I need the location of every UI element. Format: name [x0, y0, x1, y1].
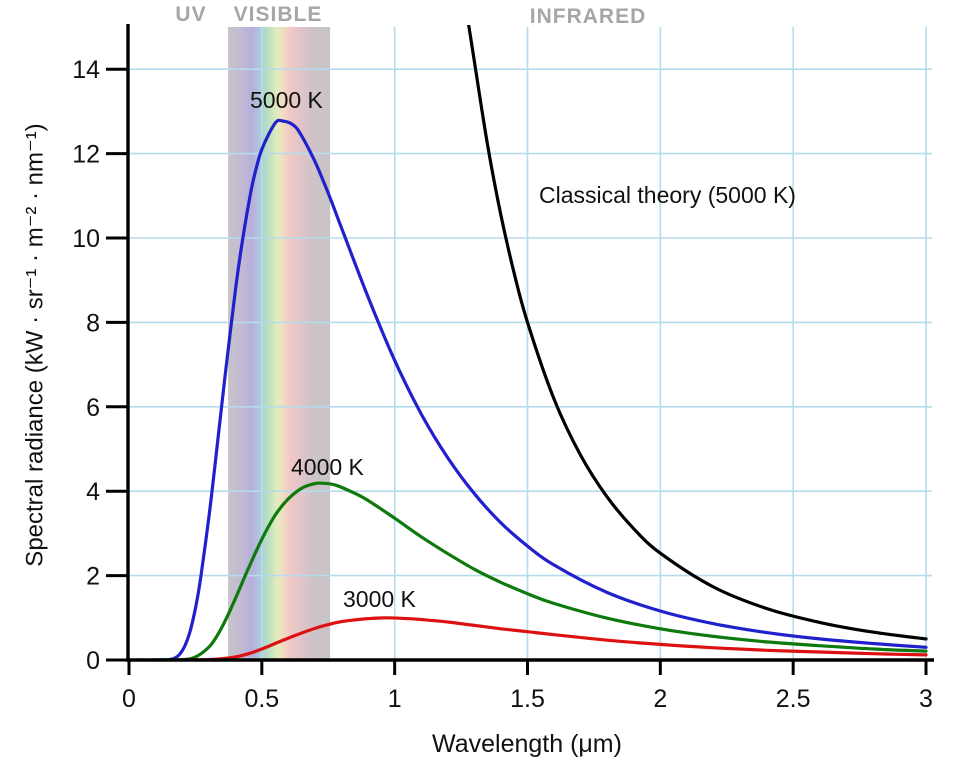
visible-spectrum-band: [228, 27, 331, 659]
x-tick-label: 1.5: [510, 685, 545, 713]
curve-label-3000k: 3000 K: [343, 586, 416, 612]
curve-4000-k: [154, 481, 928, 660]
curve-label-5000k: 5000 K: [250, 87, 323, 113]
x-tick-label: 2: [653, 685, 667, 713]
y-tick-label: 2: [86, 563, 100, 591]
y-tick-label: 8: [86, 309, 100, 337]
y-axis-title: Spectral radiance (kW · sr⁻¹ · m⁻² · nm⁻…: [21, 123, 49, 567]
grid: [128, 27, 932, 660]
region-label-uv: UV: [175, 3, 207, 26]
x-tick-label: 0.5: [244, 685, 279, 713]
y-tick-label: 12: [72, 141, 100, 169]
y-tick-label: 4: [86, 478, 100, 506]
x-tick-label: 3: [919, 685, 933, 713]
x-tick-label: 0: [122, 685, 136, 713]
x-axis-title: Wavelength (μm): [432, 730, 622, 758]
axes: [126, 24, 934, 662]
curve-label-classical-theory: Classical theory (5000 K): [539, 182, 796, 208]
curve-3000-k: [180, 616, 928, 660]
curve-label-4000k: 4000 K: [291, 454, 364, 480]
tick-labels: 0 0.5 1 1.5 2 2.5 3 0 2 4 6 8 10 12 14: [72, 56, 933, 713]
y-tick-label: 6: [86, 394, 100, 422]
region-label-visible: VISIBLE: [233, 3, 323, 26]
curves: [135, 25, 928, 660]
x-tick-label: 1: [388, 685, 402, 713]
ticks: [106, 67, 928, 675]
x-tick-label: 2.5: [776, 685, 811, 713]
y-tick-label: 14: [72, 56, 100, 84]
y-tick-label: 10: [72, 225, 100, 253]
curve-classical-theory-5000-k-: [467, 25, 928, 641]
region-label-infrared: INFRARED: [529, 5, 647, 28]
y-tick-label: 0: [86, 647, 100, 675]
curve-5000-k: [135, 118, 928, 660]
